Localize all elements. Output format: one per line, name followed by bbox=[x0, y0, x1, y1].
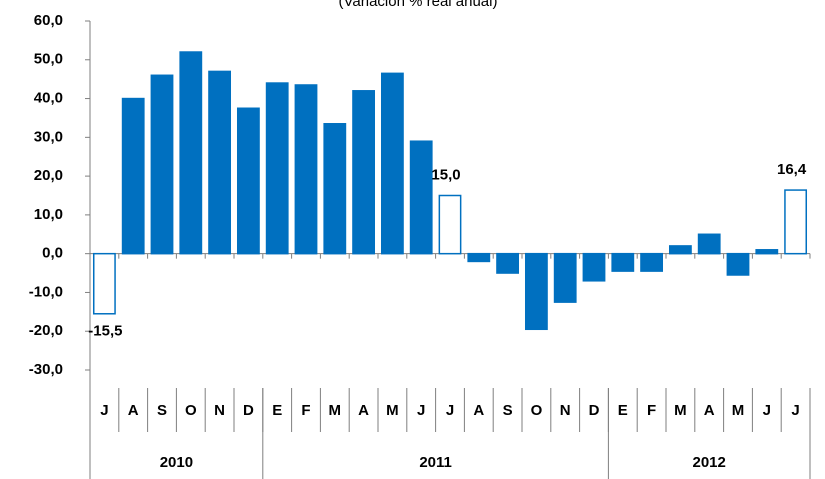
y-tick-label: 60,0 bbox=[34, 12, 63, 29]
bar bbox=[179, 51, 203, 255]
x-tick-label: D bbox=[589, 402, 600, 419]
value-label: -15,5 bbox=[88, 323, 122, 340]
x-tick-label: M bbox=[674, 402, 687, 419]
x-tick-label: E bbox=[272, 402, 282, 419]
bar bbox=[755, 249, 779, 255]
x-tick-label: J bbox=[417, 402, 425, 419]
group-label: 2011 bbox=[419, 454, 452, 471]
x-tick-label: O bbox=[531, 402, 543, 419]
bar bbox=[265, 82, 289, 255]
bar bbox=[553, 252, 577, 303]
bar bbox=[496, 252, 520, 274]
bar bbox=[611, 252, 635, 272]
bar bbox=[438, 194, 462, 255]
bar bbox=[697, 233, 721, 255]
bar bbox=[640, 252, 664, 272]
y-tick-label: 30,0 bbox=[34, 128, 63, 145]
y-tick-label: -10,0 bbox=[29, 283, 63, 300]
bar bbox=[121, 97, 145, 255]
x-tick-label: A bbox=[128, 402, 139, 419]
x-tick-label: A bbox=[704, 402, 715, 419]
x-tick-label: N bbox=[560, 402, 571, 419]
bar bbox=[150, 74, 174, 255]
bar bbox=[467, 252, 491, 263]
y-tick-label: 10,0 bbox=[34, 206, 63, 223]
bar bbox=[784, 189, 808, 255]
y-tick-label: 20,0 bbox=[34, 167, 63, 184]
value-label: 15,0 bbox=[431, 166, 460, 183]
bar bbox=[236, 107, 260, 255]
x-tick-label: O bbox=[185, 402, 197, 419]
bar bbox=[524, 252, 548, 331]
bar bbox=[582, 252, 606, 282]
x-tick-label: S bbox=[157, 402, 167, 419]
x-tick-label: J bbox=[100, 402, 108, 419]
x-tick-label: J bbox=[791, 402, 799, 419]
y-tick-label: 50,0 bbox=[34, 51, 63, 68]
y-tick-label: 0,0 bbox=[42, 245, 63, 262]
x-tick-label: M bbox=[329, 402, 342, 419]
x-tick-label: M bbox=[386, 402, 399, 419]
x-tick-label: F bbox=[301, 402, 310, 419]
bar bbox=[380, 72, 404, 255]
y-tick-label: -20,0 bbox=[29, 322, 63, 339]
group-label: 2012 bbox=[693, 454, 726, 471]
bar bbox=[668, 245, 692, 255]
bar bbox=[92, 252, 116, 315]
x-tick-label: M bbox=[732, 402, 745, 419]
x-tick-label: D bbox=[243, 402, 254, 419]
y-tick-label: -30,0 bbox=[29, 361, 63, 378]
bar bbox=[726, 252, 750, 276]
bar bbox=[323, 123, 347, 255]
x-tick-label: N bbox=[214, 402, 225, 419]
bar bbox=[409, 140, 433, 255]
x-tick-label: A bbox=[473, 402, 484, 419]
x-tick-label: J bbox=[763, 402, 771, 419]
bar bbox=[352, 90, 376, 255]
x-tick-label: S bbox=[503, 402, 513, 419]
bar bbox=[294, 84, 318, 255]
x-tick-label: A bbox=[358, 402, 369, 419]
bar bbox=[208, 70, 232, 255]
group-label: 2010 bbox=[160, 454, 193, 471]
x-tick-label: F bbox=[647, 402, 656, 419]
chart-subtitle: (Variación % real anual) bbox=[339, 0, 498, 10]
y-tick-label: 40,0 bbox=[34, 90, 63, 107]
value-label: 16,4 bbox=[777, 161, 807, 178]
x-tick-label: E bbox=[618, 402, 628, 419]
x-tick-label: J bbox=[446, 402, 454, 419]
